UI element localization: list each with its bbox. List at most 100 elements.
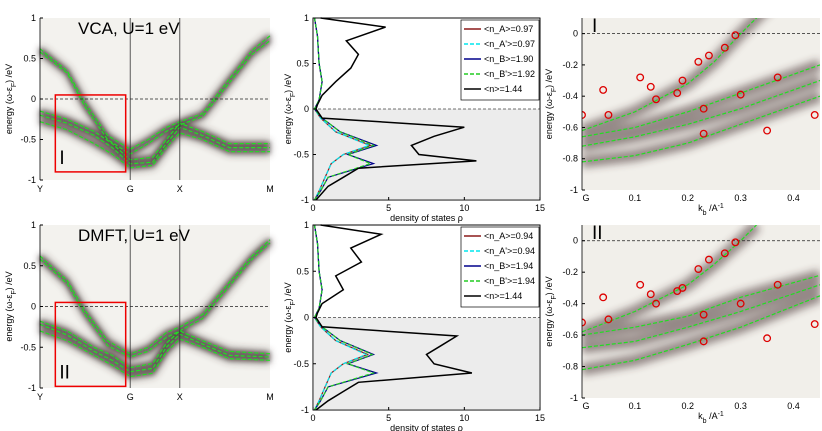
arpes-point: [704, 51, 713, 60]
arpes-point: [773, 280, 782, 289]
y-tick-label: -0.5: [20, 135, 36, 145]
y-tick-label: 0: [31, 302, 36, 312]
y-tick-label: 1: [31, 220, 36, 230]
arpes-point: [763, 334, 772, 343]
legend-entry: <n_B'>=1.92: [484, 69, 535, 79]
band-line-band-4: [582, 295, 820, 371]
band-line-band-1: [39, 35, 271, 150]
band-line-band-5: [39, 121, 270, 169]
y-tick-label: -0.6: [562, 122, 578, 132]
dos-series-4: [315, 224, 473, 411]
kpoint-label: Y: [37, 184, 43, 194]
legend-entry: <n_B>=1.90: [484, 54, 533, 64]
legend-entry: <n>=1.44: [484, 291, 522, 301]
y-axis-label: energy (ω-εF) /eV: [544, 69, 558, 139]
region-label: I: [592, 16, 597, 37]
kpoint-label: G: [127, 392, 134, 402]
arpes-point: [636, 73, 645, 82]
spectral-band: [582, 269, 820, 342]
legend-entry: <n_B'>=1.94: [484, 276, 535, 286]
spectral-band: [582, 90, 820, 168]
y-tick-label: -0.5: [293, 359, 309, 369]
arpes-point: [720, 43, 729, 52]
y-tick-label: -1: [301, 405, 309, 415]
arpes-point: [599, 85, 608, 94]
band-line-band-3: [39, 110, 270, 161]
band-line-band-2: [39, 242, 271, 358]
x-axis-label: density of states ρ: [390, 423, 463, 431]
x-tick-label: 0: [310, 413, 315, 423]
kpoint-label: X: [177, 184, 183, 194]
arpes-point: [652, 299, 660, 308]
x-tick-label: 0.1: [629, 401, 642, 411]
arpes-point: [699, 310, 708, 319]
y-tick-label: 0.5: [23, 261, 36, 271]
y-axis-label: energy (ω-εF) /eV: [4, 64, 18, 134]
arpes-point: [604, 315, 613, 324]
dos-dmft-panel: 0 5 10 15 1 0.5 0 -0.5 -1 density of states ρ ener…: [283, 220, 545, 431]
y-tick-label: -0.4: [562, 299, 578, 309]
band-line-band-1: [582, 18, 758, 132]
y-tick-label: -1: [570, 393, 578, 403]
arpes-point: [694, 57, 703, 66]
legend-entry: <n_B>=1.94: [484, 261, 533, 271]
panel-title: DMFT, U=1 eV: [78, 226, 191, 245]
y-axis-label: energy (ω-εF) /eV: [4, 271, 18, 341]
arpes-point: [646, 290, 655, 299]
x-tick-label: 0.3: [734, 193, 747, 203]
y-tick-label: 0: [304, 104, 309, 114]
legend-box: [460, 226, 540, 308]
y-tick-label: -0.2: [562, 60, 578, 70]
y-tick-label: 1: [31, 13, 36, 23]
kpoint-label: Y: [37, 392, 43, 402]
y-tick-label: 1: [304, 13, 309, 23]
dos-vca-panel: 0 5 10 15 1 0.5 0 -0.5 -1 density of states ρ ener…: [283, 13, 545, 223]
x-tick-label: 0.2: [682, 401, 695, 411]
arpes-point: [673, 89, 682, 98]
arpes-point: [699, 129, 708, 138]
zoom-dmft-panel: 0 -0.2 -0.4 -0.6 -0.8 -1 G 0.1 0.2 0.3 0.4 kb /A-1 e…: [544, 223, 820, 425]
legend-entry: <n>=1.44: [484, 84, 522, 94]
x-tick-label: 0: [310, 203, 315, 213]
band-line-band-3: [582, 284, 820, 349]
y-axis-label: energy (ω-εF) /eV: [283, 74, 297, 144]
legend-entry: <n_A'>=0.97: [484, 39, 535, 49]
y-tick-label: 0.5: [296, 266, 309, 276]
y-tick-label: -1: [570, 185, 578, 195]
x-tick-label: 15: [535, 203, 545, 213]
zoom-vca-panel: 0 -0.2 -0.4 -0.6 -0.8 -1 G 0.1 0.2 0.3 0.4 kb /A-1 e…: [544, 16, 820, 217]
legend-entry: <n_A'>=0.94: [484, 246, 535, 256]
arpes-point: [673, 287, 682, 296]
y-tick-label: -1: [28, 383, 36, 393]
arpes-point: [763, 126, 772, 135]
band-line-band-4: [39, 114, 270, 165]
x-tick-label: 0.2: [682, 193, 695, 203]
band-line-band-1: [582, 225, 757, 333]
arpes-point: [646, 82, 655, 91]
arpes-point: [636, 280, 645, 289]
y-axis-label: energy (ω-εF) /eV: [283, 282, 297, 352]
arpes-point: [810, 320, 819, 329]
zoom-region-box: [54, 301, 127, 388]
y-tick-label: -0.6: [562, 330, 578, 340]
x-axis-label: kb /A-1: [698, 203, 724, 217]
x-axis-label: kb /A-1: [698, 411, 724, 425]
kpoint-label: X: [177, 392, 183, 402]
band-line-band-4: [39, 323, 271, 373]
y-tick-label: 0.5: [296, 59, 309, 69]
arpes-point: [678, 76, 687, 85]
region-label: II: [59, 362, 70, 383]
arpes-point: [652, 95, 660, 104]
x-tick-label: 0.3: [734, 401, 747, 411]
legend-entry: <n_A>=0.97: [484, 24, 533, 34]
y-tick-label: -0.8: [562, 362, 578, 372]
arpes-point: [694, 265, 703, 273]
band-line-band-2: [582, 64, 820, 138]
arpes-point: [731, 238, 740, 247]
x-tick-label: 0.1: [629, 193, 642, 203]
dos-series-3: [313, 224, 376, 411]
arpes-point: [773, 73, 782, 82]
kpoint-label: G: [127, 184, 134, 194]
